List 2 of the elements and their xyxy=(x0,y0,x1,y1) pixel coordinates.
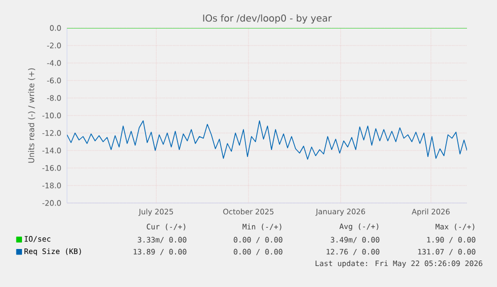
line-series xyxy=(67,120,468,160)
chart-title: IOs for /dev/loop0 - by year xyxy=(203,14,332,24)
